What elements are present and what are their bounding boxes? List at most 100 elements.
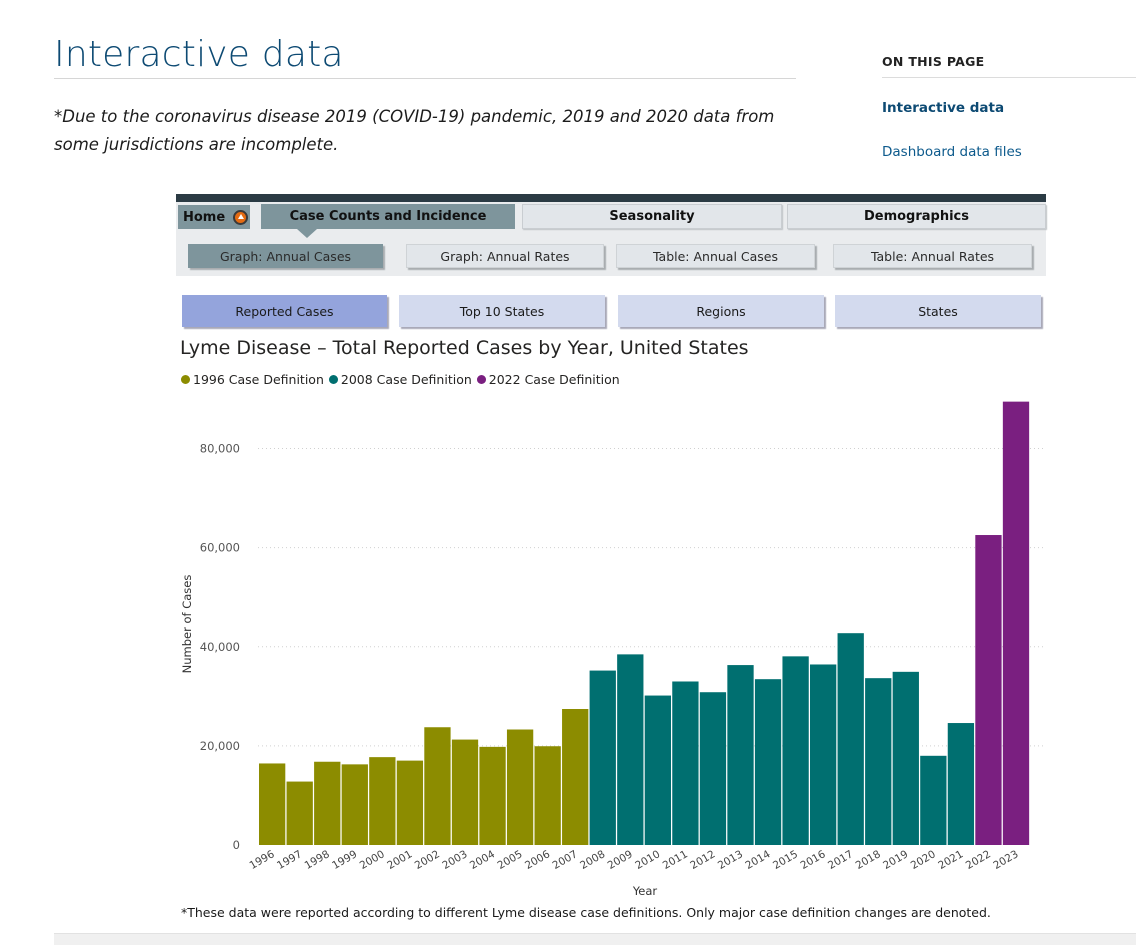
- x-tick-label: 2018: [854, 848, 883, 872]
- subtab-graph-annual-cases[interactable]: Graph: Annual Cases: [188, 244, 383, 268]
- tab-demographics[interactable]: Demographics: [787, 204, 1046, 229]
- x-tick-label: 2008: [578, 848, 607, 872]
- chart-tab-reported-cases[interactable]: Reported Cases: [182, 295, 387, 327]
- bar-1996[interactable]: [259, 763, 286, 845]
- x-tick-label: 2001: [385, 848, 414, 872]
- chart-tab-top-10-states[interactable]: Top 10 States: [399, 295, 605, 327]
- active-tab-pointer-icon: [297, 229, 317, 238]
- subtab-graph-annual-rates[interactable]: Graph: Annual Rates: [406, 244, 604, 268]
- on-this-page-link-dashboard-data-files[interactable]: Dashboard data files: [882, 144, 1022, 160]
- home-label: Home: [183, 209, 226, 225]
- chart-title: Lyme Disease – Total Reported Cases by Y…: [180, 337, 749, 359]
- legend-dot-1996: [181, 375, 190, 384]
- bar-2018[interactable]: [865, 678, 892, 845]
- bar-2006[interactable]: [534, 746, 561, 845]
- home-icon: [233, 209, 249, 225]
- x-tick-label: 2022: [964, 848, 993, 872]
- x-tick-label: 1997: [275, 848, 304, 872]
- y-tick-label: 20,000: [200, 739, 240, 753]
- bar-2000[interactable]: [369, 757, 396, 845]
- bottom-scroll-bar: [54, 933, 1136, 945]
- on-this-page-divider: [882, 77, 1136, 78]
- bar-2015[interactable]: [782, 656, 809, 845]
- chart-legend: 1996 Case Definition 2008 Case Definitio…: [181, 372, 625, 387]
- x-tick-label: 2020: [909, 848, 938, 872]
- dashboard-top-bar: [176, 194, 1046, 202]
- legend-dot-2008: [328, 375, 338, 384]
- y-tick-label: 80,000: [200, 442, 240, 456]
- bar-2021[interactable]: [947, 723, 975, 845]
- x-tick-label: 2002: [413, 848, 442, 872]
- x-tick-label: 2007: [551, 848, 580, 872]
- x-tick-label: 2017: [826, 848, 855, 872]
- x-tick-label: 2006: [523, 848, 552, 872]
- bar-2002[interactable]: [424, 727, 451, 845]
- bar-1997[interactable]: [286, 781, 313, 845]
- home-button[interactable]: Home: [178, 205, 250, 229]
- x-tick-label: 2019: [881, 848, 910, 872]
- bar-1998[interactable]: [314, 761, 341, 845]
- bar-1999[interactable]: [341, 764, 368, 845]
- bar-2003[interactable]: [451, 739, 479, 845]
- subtab-table-annual-rates[interactable]: Table: Annual Rates: [833, 244, 1032, 268]
- x-tick-label: 2016: [798, 848, 827, 872]
- x-tick-label: 2014: [743, 848, 772, 872]
- x-tick-label: 2013: [716, 848, 745, 872]
- covid-note: *Due to the coronavirus disease 2019 (CO…: [54, 107, 775, 154]
- page-title: Interactive data: [54, 34, 344, 75]
- bar-2013[interactable]: [727, 665, 754, 845]
- chart-footnote: *These data were reported according to d…: [181, 905, 991, 920]
- y-tick-label: 0: [233, 838, 240, 852]
- bar-2022[interactable]: [975, 535, 1002, 845]
- legend-item-2008[interactable]: 2008 Case Definition: [328, 372, 472, 387]
- bar-2011[interactable]: [672, 681, 699, 845]
- x-tick-label: 2004: [468, 848, 497, 872]
- bar-2017[interactable]: [837, 633, 864, 845]
- bar-2012[interactable]: [699, 692, 727, 845]
- chart-tab-regions[interactable]: Regions: [618, 295, 824, 327]
- x-tick-label: 2009: [606, 848, 635, 872]
- legend-dot-2022: [476, 375, 486, 384]
- x-tick-label: 1996: [247, 848, 276, 872]
- y-tick-label: 40,000: [200, 640, 240, 654]
- x-tick-label: 2003: [440, 848, 469, 872]
- bar-2020[interactable]: [920, 755, 947, 845]
- chart-tab-states[interactable]: States: [835, 295, 1041, 327]
- legend-item-1996[interactable]: 1996 Case Definition: [181, 372, 324, 387]
- legend-label-1996: 1996 Case Definition: [193, 372, 324, 387]
- x-tick-label: 2015: [771, 848, 800, 872]
- bar-2010[interactable]: [644, 695, 671, 845]
- y-axis-label: Number of Cases: [180, 575, 194, 674]
- bar-2014[interactable]: [754, 679, 782, 845]
- bar-chart: 0 20,000 40,000 60,000 80,000 Number of Cases…: [180, 401, 1044, 898]
- bar-2001[interactable]: [396, 760, 424, 845]
- dashboard: Home Case Counts and Incidence Seasonali…: [176, 194, 1046, 924]
- y-tick-label: 60,000: [200, 541, 240, 555]
- x-tick-label: 2000: [358, 848, 387, 872]
- bar-2016[interactable]: [810, 664, 837, 845]
- on-this-page-heading: ON THIS PAGE: [882, 54, 985, 69]
- x-axis-label: Year: [632, 884, 658, 898]
- tab-seasonality[interactable]: Seasonality: [522, 204, 782, 229]
- subtab-table-annual-cases[interactable]: Table: Annual Cases: [616, 244, 815, 268]
- bar-2009[interactable]: [617, 654, 644, 845]
- x-tick-label: 2005: [495, 848, 524, 872]
- x-tick-label: 2012: [688, 848, 717, 872]
- legend-label-2022: 2022 Case Definition: [488, 372, 620, 387]
- x-tick-label: 1999: [330, 848, 359, 872]
- x-tick-label: 2011: [661, 848, 690, 872]
- bar-2005[interactable]: [506, 729, 534, 845]
- bar-2007[interactable]: [562, 708, 589, 845]
- legend-label-2008: 2008 Case Definition: [340, 372, 472, 387]
- x-tick-label: 2010: [633, 848, 662, 872]
- dashboard-nav: Home Case Counts and Incidence Seasonali…: [176, 202, 1046, 276]
- x-tick-label: 2023: [991, 848, 1020, 872]
- on-this-page-link-interactive-data[interactable]: Interactive data: [882, 100, 1005, 116]
- bar-2004[interactable]: [479, 746, 506, 845]
- x-tick-label: 2021: [936, 848, 965, 872]
- bar-2019[interactable]: [892, 671, 919, 845]
- bar-2023[interactable]: [1002, 401, 1030, 845]
- bar-2008[interactable]: [589, 670, 616, 845]
- legend-item-2022[interactable]: 2022 Case Definition: [476, 372, 620, 387]
- tab-case-counts[interactable]: Case Counts and Incidence: [261, 204, 515, 229]
